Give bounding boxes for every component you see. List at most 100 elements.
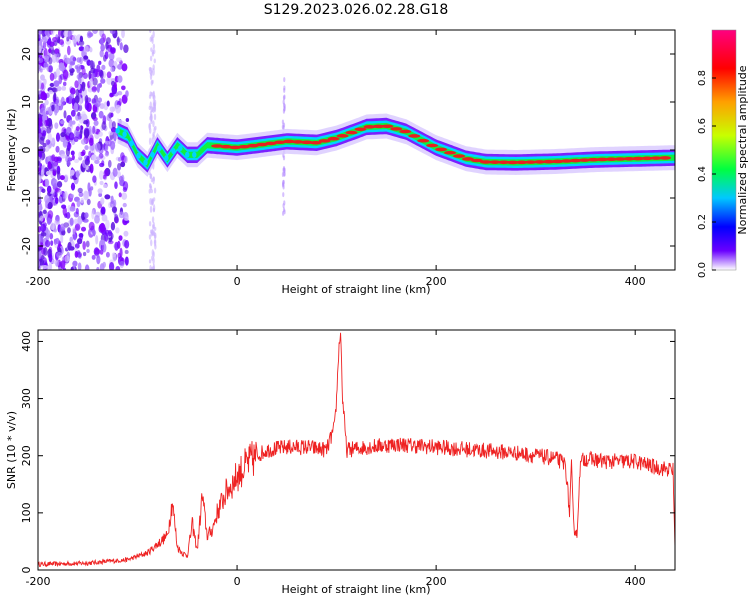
noise-speck [103,169,109,177]
noise-speck [55,259,60,267]
ridge-peak [659,156,672,160]
noise-speck [148,105,151,111]
noise-speck [149,229,153,234]
noise-speck [104,144,109,152]
noise-speck [125,90,129,98]
snr-y-label: SNR (10 * v/v) [5,411,18,489]
noise-speck [71,154,75,161]
noise-speck [51,104,55,112]
noise-speck [150,113,153,122]
noise-speck [38,205,43,211]
noise-speck [94,248,101,255]
noise-speck [121,85,126,91]
ridge-peak [408,134,421,138]
noise-speck [153,49,156,54]
spike-speck [281,119,285,125]
noise-speck [153,58,156,64]
colorbar-tick-label: 0.0 [697,262,708,278]
noise-speck [88,221,95,231]
noise-speck [83,55,89,60]
spectrogram-x-axis: -200 0 200 400 [26,30,646,288]
ridge-peak [605,157,618,162]
noise-speck [91,73,95,80]
noise-speck [50,137,56,144]
noise-speck [121,192,128,200]
noise-speck [118,175,124,183]
noise-speck [120,161,126,168]
spike-speck [283,171,286,177]
noise-speck [121,63,128,72]
noise-speck [65,212,71,219]
noise-speck [74,250,79,258]
noise-speck [84,128,90,139]
noise-speck [59,175,65,181]
noise-speck [115,57,122,63]
noise-speck [58,62,65,71]
noise-speck [111,106,116,112]
noise-speck [100,197,105,205]
noise-speck [117,157,122,162]
noise-speck [45,30,51,37]
noise-speck [94,215,100,224]
noise-speck [104,140,111,145]
noise-speck [118,211,125,219]
noise-speck [48,48,52,54]
snr-line-layer [38,332,675,568]
noise-speck [91,85,97,93]
noise-speck [56,86,62,92]
noise-speck [104,51,109,60]
noise-speck [111,121,116,129]
noise-speck [69,217,74,226]
noise-speck [70,169,75,176]
noise-speck [48,90,54,95]
noise-speck [124,249,129,254]
noise-speck [77,262,82,270]
noise-speck [99,69,104,79]
snr-y-tick-label: 100 [20,502,33,523]
noise-speck [51,259,57,264]
noise-speck [74,80,79,89]
noise-speck [74,95,80,104]
spike-speck [283,106,286,112]
noise-speck [122,202,127,208]
noise-speck [111,252,116,258]
snr-plot-frame [37,329,676,571]
noise-speck [114,181,118,190]
noise-speck [76,199,81,208]
noise-speck [152,257,155,265]
noise-speck [67,45,71,56]
noise-speck [74,243,80,249]
spectrogram-y-axis: 20 10 0 -10 -20 [20,47,675,255]
spectrogram-noise-layer [38,30,286,270]
noise-speck [60,153,67,159]
noise-speck [98,110,104,119]
noise-speck [110,66,115,73]
noise-speck [53,228,57,233]
noise-speck [118,235,123,241]
noise-speck [48,260,53,270]
noise-speck [117,75,123,83]
noise-speck [96,83,100,93]
noise-speck [152,120,155,128]
noise-speck [101,64,106,71]
noise-speck [77,115,82,120]
ridge-blob [178,145,183,152]
noise-speck [98,192,103,197]
noise-speck [40,82,45,90]
snr-x-label: Height of straight line (km) [281,583,430,596]
colorbar: 0.0 0.2 0.4 0.6 0.8 Normalized spectral ampl… [697,29,749,278]
noise-speck [75,88,80,98]
noise-speck [152,98,156,107]
noise-speck [47,132,52,141]
noise-speck [148,67,152,72]
noise-speck [46,217,52,225]
noise-speck [60,234,64,244]
noise-speck [153,234,157,240]
noise-speck [55,214,60,222]
noise-speck [113,82,117,90]
noise-speck [149,30,152,34]
ridge-peak [533,160,546,164]
noise-speck [58,74,63,85]
noise-speck [47,161,52,170]
ridge-peak [300,140,313,145]
